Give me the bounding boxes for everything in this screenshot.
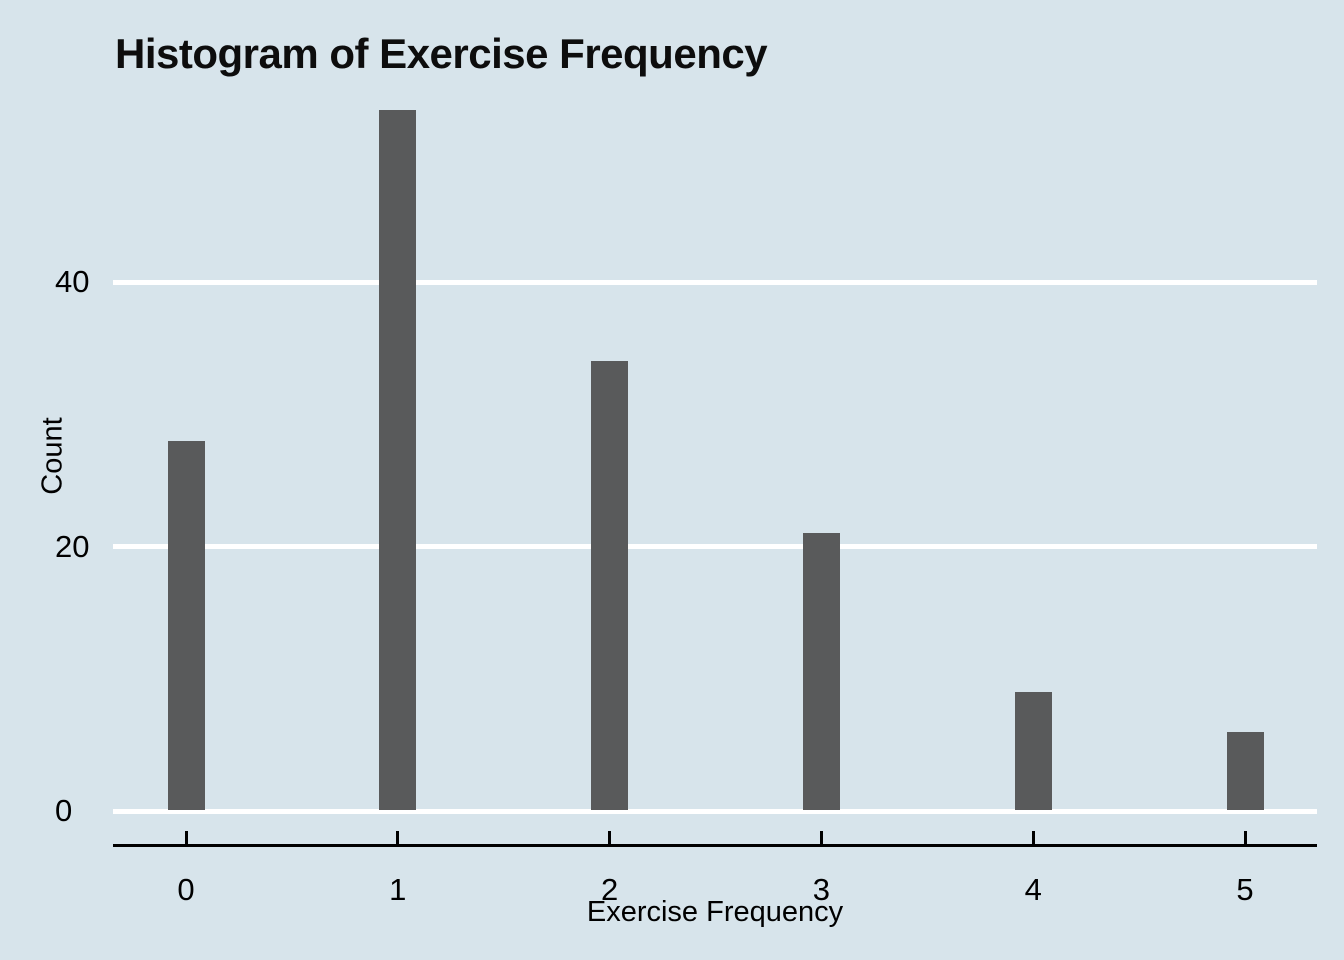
x-tick-label: 0 bbox=[177, 872, 195, 907]
bar bbox=[803, 533, 840, 810]
gridline bbox=[113, 279, 1317, 285]
bar bbox=[379, 110, 416, 810]
x-tick-label: 4 bbox=[1024, 872, 1042, 907]
x-axis-line bbox=[113, 844, 1317, 847]
bar bbox=[168, 441, 205, 810]
x-tick-label: 5 bbox=[1236, 872, 1254, 907]
chart-title: Histogram of Exercise Frequency bbox=[115, 30, 768, 77]
x-tick-label: 3 bbox=[812, 872, 831, 907]
gridline bbox=[113, 544, 1317, 550]
y-tick-label: 0 bbox=[55, 793, 73, 828]
y-axis-title: Count bbox=[36, 417, 69, 495]
x-tick-label: 1 bbox=[389, 872, 407, 907]
bar bbox=[1227, 732, 1264, 810]
bar bbox=[591, 361, 628, 810]
x-axis-tick bbox=[608, 831, 612, 844]
x-tick-label: 2 bbox=[600, 872, 619, 907]
x-axis-tick bbox=[1031, 831, 1035, 844]
x-axis-tick bbox=[396, 831, 400, 844]
x-axis-title: Exercise Frequency bbox=[586, 896, 844, 928]
bar bbox=[1015, 692, 1052, 810]
y-tick-label: 40 bbox=[55, 264, 90, 300]
y-tick-label: 20 bbox=[55, 528, 90, 564]
x-axis-tick bbox=[819, 831, 823, 844]
x-axis-tick bbox=[1243, 831, 1247, 844]
gridline bbox=[113, 808, 1317, 814]
x-axis-tick bbox=[184, 831, 188, 844]
